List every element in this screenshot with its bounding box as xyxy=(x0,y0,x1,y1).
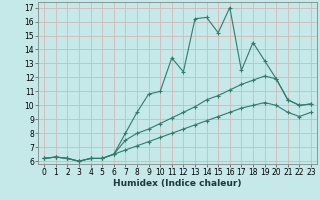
X-axis label: Humidex (Indice chaleur): Humidex (Indice chaleur) xyxy=(113,179,242,188)
